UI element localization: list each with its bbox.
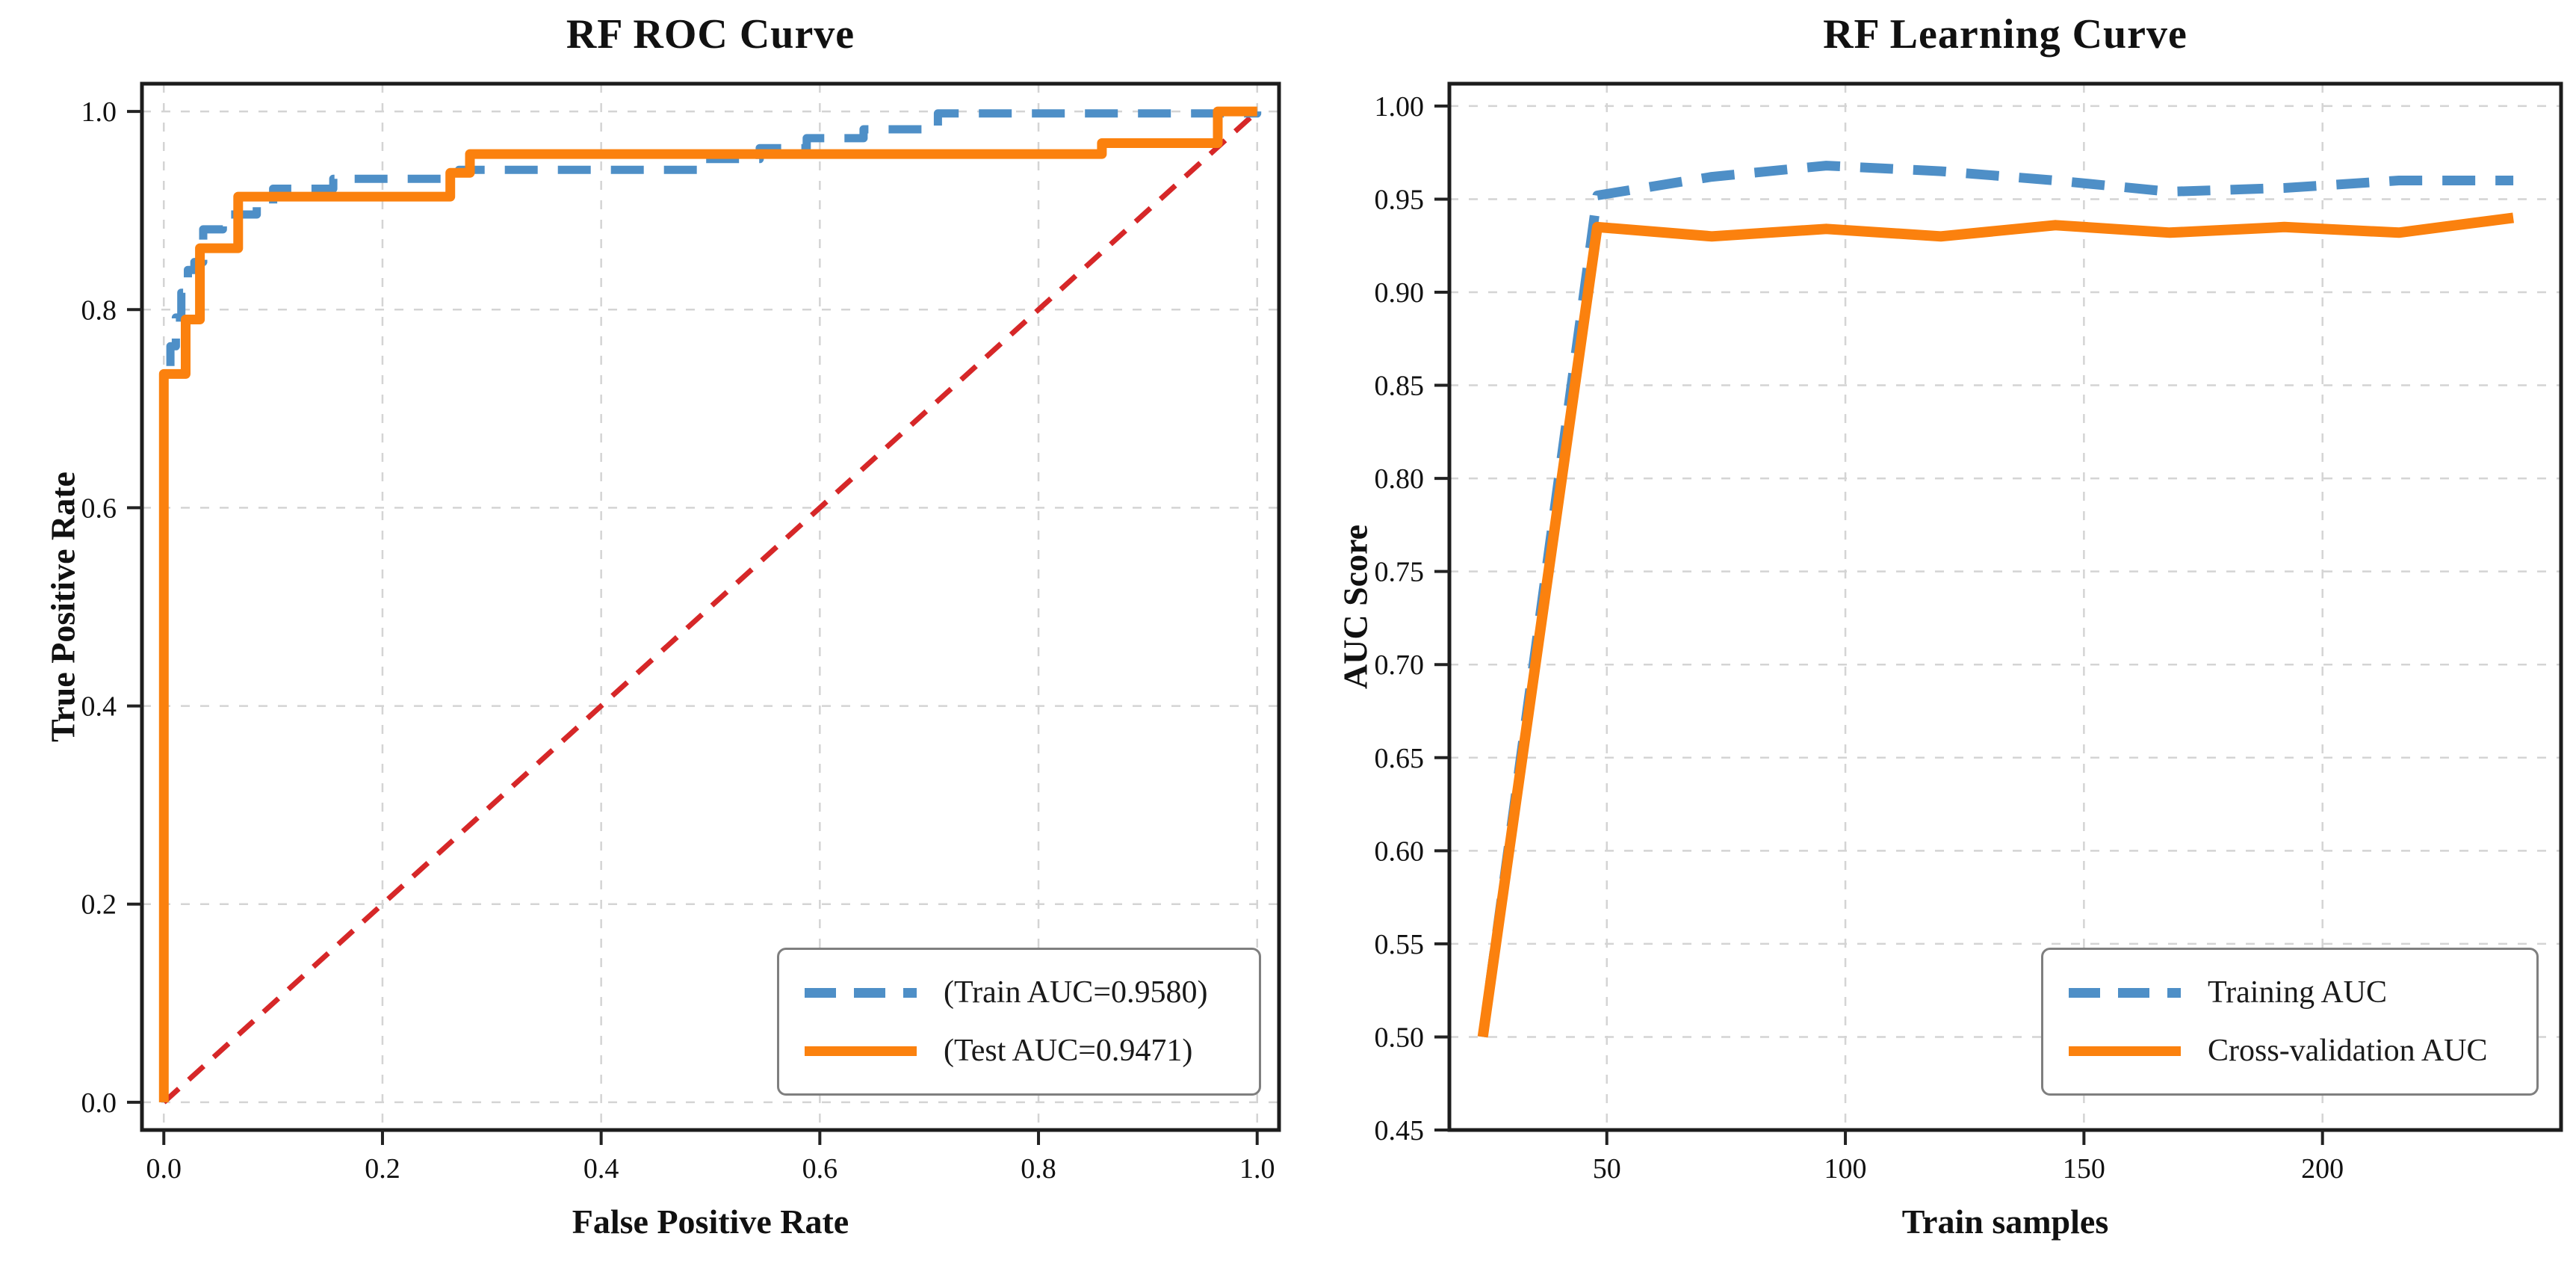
learning-plot-area: 50 100 150 200 0.45 0.50 0.55 0.60 0.65 0.70 0.75 0… xyxy=(1375,81,2563,1185)
svg-text:0.90: 0.90 xyxy=(1375,277,1425,309)
train-roc-line-sample xyxy=(805,987,917,998)
svg-text:200: 200 xyxy=(2301,1153,2344,1185)
svg-text:0.95: 0.95 xyxy=(1375,184,1425,215)
svg-text:150: 150 xyxy=(2063,1153,2105,1185)
roc-chart-title: RF ROC Curve xyxy=(566,11,855,58)
svg-text:0.6: 0.6 xyxy=(81,493,117,524)
svg-text:0.60: 0.60 xyxy=(1375,836,1425,867)
learning-chart-title: RF Learning Curve xyxy=(1823,11,2188,58)
svg-text:0.2: 0.2 xyxy=(365,1153,400,1185)
learning-x-axis-label: Train samples xyxy=(1901,1203,2109,1241)
svg-text:0.0: 0.0 xyxy=(81,1087,117,1119)
svg-text:0.6: 0.6 xyxy=(802,1153,838,1185)
training-auc-legend-label: Training AUC xyxy=(2208,975,2388,1010)
svg-text:0.45: 0.45 xyxy=(1375,1115,1425,1146)
test-roc-line-sample xyxy=(805,1046,917,1056)
svg-text:1.0: 1.0 xyxy=(1239,1153,1275,1185)
legend-entry-test-auc: (Test AUC=0.9471) xyxy=(805,1033,1233,1069)
svg-text:1.00: 1.00 xyxy=(1375,91,1425,123)
svg-text:0.55: 0.55 xyxy=(1375,929,1425,960)
roc-y-axis-label: True Positive Rate xyxy=(43,472,82,742)
roc-legend: (Train AUC=0.9580) (Test AUC=0.9471) xyxy=(777,948,1261,1096)
roc-x-axis-label: False Positive Rate xyxy=(572,1203,849,1241)
train-roc-legend-label: (Train AUC=0.9580) xyxy=(944,975,1208,1010)
learning-legend: Training AUC Cross-validation AUC xyxy=(2041,948,2539,1096)
training-auc-line-sample xyxy=(2069,987,2181,998)
roc-plot-area: 0.0 0.2 0.4 0.6 0.8 1.0 0.0 0.2 0.4 0.6 0.8 1.0 xyxy=(81,81,1281,1185)
svg-text:0.85: 0.85 xyxy=(1375,371,1425,402)
legend-entry-train-auc: (Train AUC=0.9580) xyxy=(805,975,1233,1010)
learning-y-axis-label: AUC Score xyxy=(1336,524,1375,690)
svg-text:0.4: 0.4 xyxy=(81,691,117,723)
svg-text:0.8: 0.8 xyxy=(81,294,117,326)
svg-text:0.8: 0.8 xyxy=(1021,1153,1056,1185)
svg-text:0.80: 0.80 xyxy=(1375,463,1425,495)
legend-entry-training-auc: Training AUC xyxy=(2069,975,2511,1010)
svg-text:100: 100 xyxy=(1824,1153,1867,1185)
svg-text:50: 50 xyxy=(1593,1153,1621,1185)
svg-text:0.0: 0.0 xyxy=(146,1153,182,1185)
cross-validation-auc-legend-label: Cross-validation AUC xyxy=(2208,1034,2488,1068)
svg-text:0.75: 0.75 xyxy=(1375,557,1425,588)
svg-text:0.4: 0.4 xyxy=(583,1153,619,1185)
svg-text:0.50: 0.50 xyxy=(1375,1022,1425,1053)
cross-validation-auc-line-sample xyxy=(2069,1046,2181,1056)
svg-text:0.65: 0.65 xyxy=(1375,743,1425,774)
test-roc-legend-label: (Test AUC=0.9471) xyxy=(944,1034,1193,1068)
svg-text:1.0: 1.0 xyxy=(81,96,117,128)
legend-entry-cross-validation-auc: Cross-validation AUC xyxy=(2069,1033,2511,1069)
svg-text:0.70: 0.70 xyxy=(1375,649,1425,681)
svg-text:0.2: 0.2 xyxy=(81,889,117,921)
